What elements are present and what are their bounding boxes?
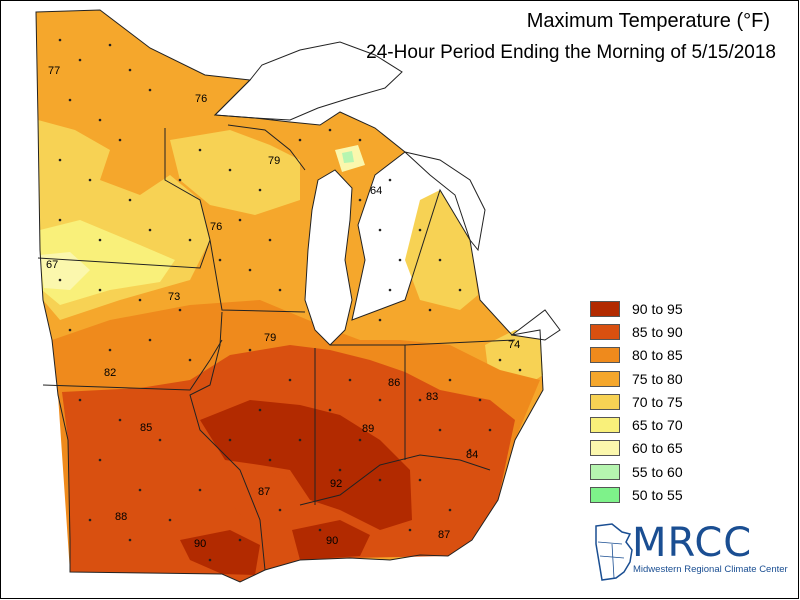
legend-label: 75 to 80 bbox=[632, 370, 683, 387]
region-90-95-ky bbox=[292, 520, 370, 560]
region-70-75-wisconsin bbox=[170, 130, 300, 215]
mn-wi-border bbox=[164, 128, 306, 313]
lake-erie bbox=[510, 309, 561, 341]
legend-item: 90 to 95 bbox=[590, 297, 683, 320]
temp-label-mi-n: 64 bbox=[370, 185, 382, 197]
ia-mo-border bbox=[42, 339, 223, 391]
temp-label-ky-e: 87 bbox=[438, 529, 450, 541]
state-boundaries bbox=[35, 9, 544, 583]
temp-label-in-s: 92 bbox=[330, 478, 342, 490]
temp-label-oh-n: 74 bbox=[508, 339, 520, 351]
legend-label: 90 to 95 bbox=[632, 300, 683, 317]
legend-swatch bbox=[590, 347, 620, 364]
region-85-90-patch bbox=[225, 468, 288, 530]
temp-label-il-s: 87 bbox=[258, 486, 270, 498]
temp-label-mn-s: 67 bbox=[46, 259, 58, 271]
legend: 90 to 95 85 to 90 80 to 85 75 to 80 70 t… bbox=[590, 297, 683, 507]
temp-label-wi-n: 79 bbox=[268, 155, 280, 167]
temp-label-mo-s: 88 bbox=[115, 511, 127, 523]
mn-ia-border bbox=[37, 239, 211, 269]
temp-label-in-n: 86 bbox=[388, 377, 400, 389]
legend-item: 70 to 75 bbox=[590, 390, 683, 413]
legend-swatch bbox=[590, 300, 620, 317]
legend-swatch bbox=[590, 487, 620, 504]
station-dots bbox=[58, 38, 522, 562]
legend-label: 65 to 70 bbox=[632, 417, 683, 434]
temp-label-mn-ne: 76 bbox=[195, 93, 207, 105]
lake-huron bbox=[403, 151, 486, 252]
lake-superior bbox=[213, 41, 403, 121]
legend-swatch bbox=[590, 463, 620, 480]
temp-label-wi-c: 76 bbox=[210, 221, 222, 233]
outer-boundary bbox=[35, 9, 544, 583]
temp-label-oh-w: 83 bbox=[426, 391, 438, 403]
legend-swatch bbox=[590, 323, 620, 340]
legend-label: 70 to 75 bbox=[632, 393, 683, 410]
legend-item: 85 to 90 bbox=[590, 320, 683, 343]
temp-label-oh-s: 84 bbox=[466, 449, 478, 461]
map-title: Maximum Temperature (°F) bbox=[526, 10, 770, 32]
temp-label-mn-nw: 77 bbox=[48, 65, 60, 77]
temp-label-ia-s: 82 bbox=[104, 367, 116, 379]
legend-item: 55 to 60 bbox=[590, 460, 683, 483]
great-lakes bbox=[213, 41, 561, 346]
map-subtitle: 24-Hour Period Ending the Morning of 5/1… bbox=[366, 42, 776, 63]
mrcc-logo: MRCC Midwestern Regional Climate Center bbox=[592, 518, 788, 588]
legend-label: 80 to 85 bbox=[632, 347, 683, 364]
legend-item: 60 to 65 bbox=[590, 437, 683, 460]
legend-item: 65 to 70 bbox=[590, 413, 683, 436]
legend-swatch bbox=[590, 440, 620, 457]
lake-michigan bbox=[304, 169, 353, 346]
region-60-65-west bbox=[40, 252, 90, 290]
legend-label: 50 to 55 bbox=[632, 487, 683, 504]
temp-label-mo-se: 90 bbox=[194, 538, 206, 550]
temperature-fill bbox=[36, 10, 543, 582]
legend-item: 80 to 85 bbox=[590, 344, 683, 367]
region-70-75-michigan bbox=[405, 190, 478, 310]
station-labels: 77 76 79 64 76 67 73 79 74 82 86 83 85 8… bbox=[46, 65, 520, 550]
legend-item: 75 to 80 bbox=[590, 367, 683, 390]
mi-oh-border bbox=[404, 339, 516, 346]
legend-swatch bbox=[590, 417, 620, 434]
region-90-95-core bbox=[200, 400, 412, 530]
temp-label-ky-w: 90 bbox=[326, 535, 338, 547]
temp-label-wi-s: 79 bbox=[264, 332, 276, 344]
legend-label: 85 to 90 bbox=[632, 323, 683, 340]
logo-subtitle: Midwestern Regional Climate Center bbox=[633, 564, 788, 575]
legend-swatch bbox=[590, 393, 620, 410]
legend-label: 55 to 60 bbox=[632, 463, 683, 480]
temp-label-mo-n: 85 bbox=[140, 422, 152, 434]
il-west-border bbox=[189, 311, 266, 571]
wi-mi-border bbox=[227, 124, 306, 171]
region-55-60-up bbox=[342, 151, 354, 163]
midwest-map-icon bbox=[595, 523, 633, 581]
temp-label-in-c: 89 bbox=[362, 423, 374, 435]
ohio-river bbox=[299, 454, 491, 506]
legend-item: 50 to 55 bbox=[590, 483, 683, 506]
legend-label: 60 to 65 bbox=[632, 440, 683, 457]
temp-label-ia-n: 73 bbox=[168, 291, 180, 303]
legend-swatch bbox=[590, 370, 620, 387]
logo-name: MRCC bbox=[632, 520, 753, 566]
